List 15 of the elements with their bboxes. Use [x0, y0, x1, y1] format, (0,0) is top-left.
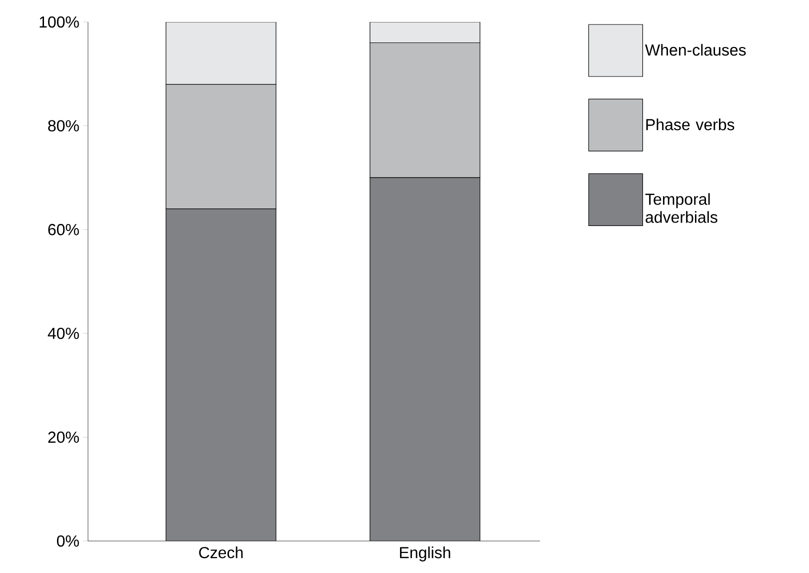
y-tick-label: 40%	[48, 328, 79, 340]
bar	[166, 22, 276, 85]
y-tick-label: 0%	[56, 535, 79, 547]
bar	[370, 22, 480, 44]
text: Temporal adverbials	[645, 193, 718, 223]
y-tick-label: 20%	[48, 432, 79, 443]
text: Phase verbs	[646, 118, 734, 130]
y-tick-label: 60%	[48, 224, 79, 236]
y-tick-label: 100%	[40, 16, 79, 28]
x-tick-label: Czech	[199, 546, 243, 558]
bar	[166, 208, 276, 541]
bar	[370, 177, 480, 541]
y-tick-label: 80%	[48, 120, 79, 132]
text: When-clauses	[645, 44, 746, 56]
x-tick-label: English	[400, 546, 450, 562]
